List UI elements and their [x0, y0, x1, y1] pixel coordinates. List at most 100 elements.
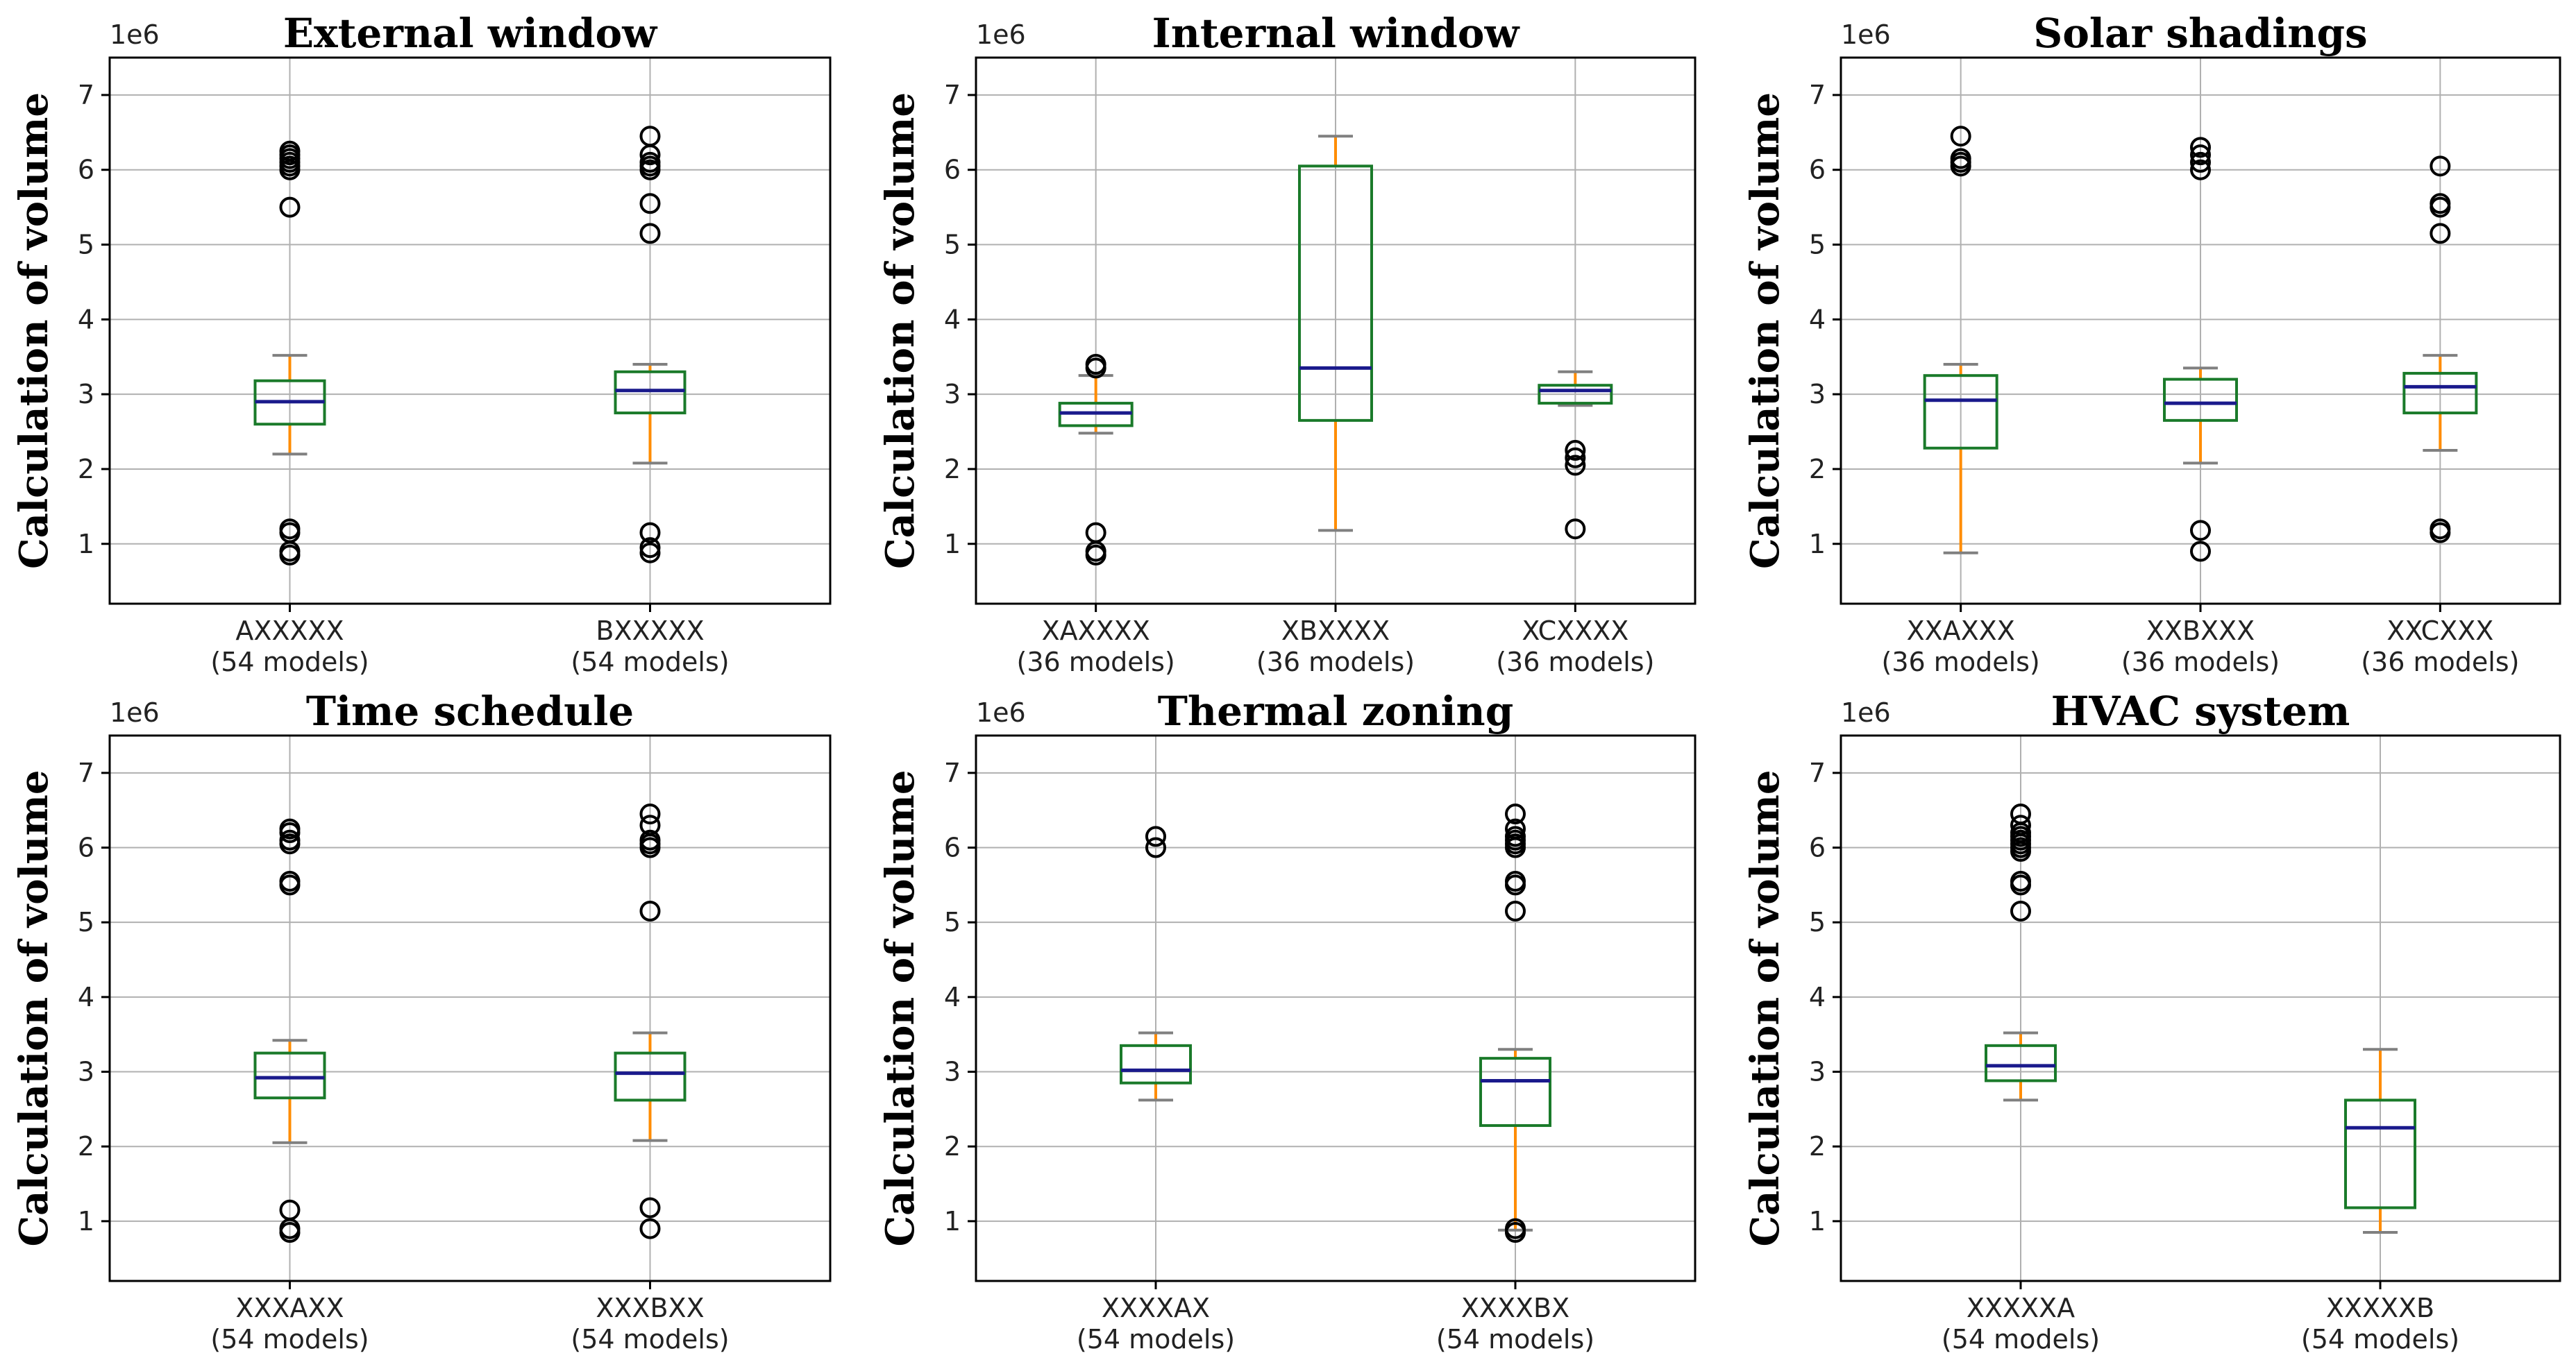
flier-point — [2190, 541, 2211, 562]
y-tick-label: 5 — [1809, 907, 1826, 937]
y-tick-label: 1 — [1809, 1206, 1826, 1237]
x-tick-sublabel: (36 models) — [2121, 647, 2280, 677]
y-tick-label: 5 — [944, 230, 961, 260]
axes-frame — [975, 734, 1697, 1282]
y-tick-label: 2 — [944, 454, 961, 484]
flier-point — [2010, 804, 2031, 825]
flier-point — [279, 870, 301, 892]
box-group — [1058, 354, 1134, 566]
x-tick-sublabel: (54 models) — [210, 647, 369, 677]
axes-frame — [108, 734, 832, 1282]
x-tick-sublabel: (54 models) — [210, 1324, 369, 1355]
box — [2344, 1098, 2416, 1209]
flier-point — [1505, 818, 1526, 840]
flier-point — [639, 829, 661, 851]
y-tick-label: 1 — [1809, 529, 1826, 559]
axes-frame — [1840, 734, 2561, 1282]
x-tick-label: XXXXBX — [1461, 1293, 1569, 1323]
flier-point — [2430, 193, 2451, 214]
y-tick-label: 6 — [78, 833, 94, 863]
flier-point — [639, 542, 661, 563]
flier-point — [639, 537, 661, 559]
box — [2163, 377, 2238, 422]
chart-panel-1: AXXXXX(54 models)BXXXXX(54 models)123456… — [11, 10, 832, 677]
box — [1298, 164, 1373, 422]
chart-panel-5: XXXXAX(54 models)XXXXBX(54 models)123456… — [877, 688, 1697, 1355]
y-tick-label: 3 — [944, 1057, 961, 1087]
y-tick-label: 6 — [78, 155, 94, 185]
flier-point — [639, 193, 661, 214]
flier-point — [2190, 144, 2211, 166]
x-tick-label: XXXXXB — [2326, 1293, 2434, 1323]
y-tick-label: 6 — [944, 155, 961, 185]
y-scale-offset-label: 1e6 — [110, 697, 160, 728]
y-tick-label: 4 — [944, 982, 961, 1012]
x-tick-label: XXXXXA — [1967, 1293, 2075, 1323]
y-tick-label: 2 — [944, 1131, 961, 1162]
flier-point — [1505, 826, 1526, 847]
y-tick-label: 5 — [78, 230, 94, 260]
flier-point — [639, 901, 661, 922]
y-tick-label: 7 — [944, 80, 961, 110]
x-tick-sublabel: (54 models) — [571, 1324, 729, 1355]
flier-point — [1950, 126, 1971, 147]
x-tick-label: XXXAXX — [235, 1293, 344, 1323]
y-tick-label: 7 — [1809, 80, 1826, 110]
flier-point — [639, 126, 661, 147]
flier-point — [1505, 870, 1526, 892]
box-group — [1538, 370, 1613, 540]
flier-point — [1085, 354, 1106, 375]
y-scale-offset-label: 1e6 — [1841, 697, 1891, 728]
flier-point — [1950, 148, 1971, 169]
y-tick-label: 1 — [78, 529, 94, 559]
box-group — [1923, 126, 1998, 554]
flier-point — [639, 223, 661, 244]
y-scale-offset-label: 1e6 — [110, 19, 160, 50]
chart-panel-2: XAXXXX(36 models)XBXXXX(36 models)XCXXXX… — [877, 10, 1697, 677]
y-axis-label: Calculation of volume — [11, 770, 57, 1247]
flier-point — [2430, 223, 2451, 244]
y-tick-label: 4 — [1809, 982, 1826, 1012]
x-tick-sublabel: (36 models) — [1882, 647, 2040, 677]
box-group — [1479, 804, 1551, 1243]
box — [1923, 374, 1998, 450]
y-scale-offset-label: 1e6 — [976, 697, 1026, 728]
y-tick-label: 7 — [1809, 758, 1826, 788]
x-tick-label: XCXXXX — [1522, 615, 1628, 646]
x-tick-sublabel: (36 models) — [1256, 647, 1415, 677]
y-tick-label: 3 — [78, 379, 94, 409]
box-group — [1298, 135, 1373, 532]
y-tick-label: 3 — [78, 1057, 94, 1087]
y-tick-label: 2 — [78, 1131, 94, 1162]
flier-point — [279, 140, 301, 162]
chart-title: Thermal zoning — [1158, 688, 1514, 735]
chart-title: HVAC system — [2051, 688, 2350, 735]
x-tick-label: XXXXAX — [1102, 1293, 1210, 1323]
x-tick-sublabel: (54 models) — [1436, 1324, 1594, 1355]
flier-point — [1565, 439, 1586, 461]
flier-point — [279, 518, 301, 540]
chart-title: External window — [283, 10, 658, 57]
flier-point — [639, 1197, 661, 1219]
flier-point — [1505, 901, 1526, 922]
y-tick-label: 2 — [1809, 454, 1826, 484]
y-tick-label: 3 — [1809, 379, 1826, 409]
flier-point — [2430, 155, 2451, 177]
y-axis-label: Calculation of volume — [11, 92, 57, 569]
flier-point — [279, 1199, 301, 1221]
chart-panel-6: XXXXXA(54 models)XXXXXB(54 models)123456… — [1742, 688, 2561, 1355]
box-group — [2163, 137, 2238, 562]
box — [1985, 1044, 2057, 1082]
flier-point — [1505, 804, 1526, 825]
flier-point — [639, 815, 661, 836]
y-tick-label: 4 — [78, 304, 94, 334]
y-tick-label: 1 — [944, 1206, 961, 1237]
box-group — [2344, 1048, 2416, 1234]
x-tick-label: XXAXXX — [1907, 615, 2015, 646]
box-group — [253, 140, 326, 566]
y-tick-label: 4 — [1809, 304, 1826, 334]
box-group — [2402, 155, 2478, 543]
y-axis-label: Calculation of volume — [877, 92, 923, 569]
chart-panel-4: XXXAXX(54 models)XXXBXX(54 models)123456… — [11, 688, 832, 1355]
